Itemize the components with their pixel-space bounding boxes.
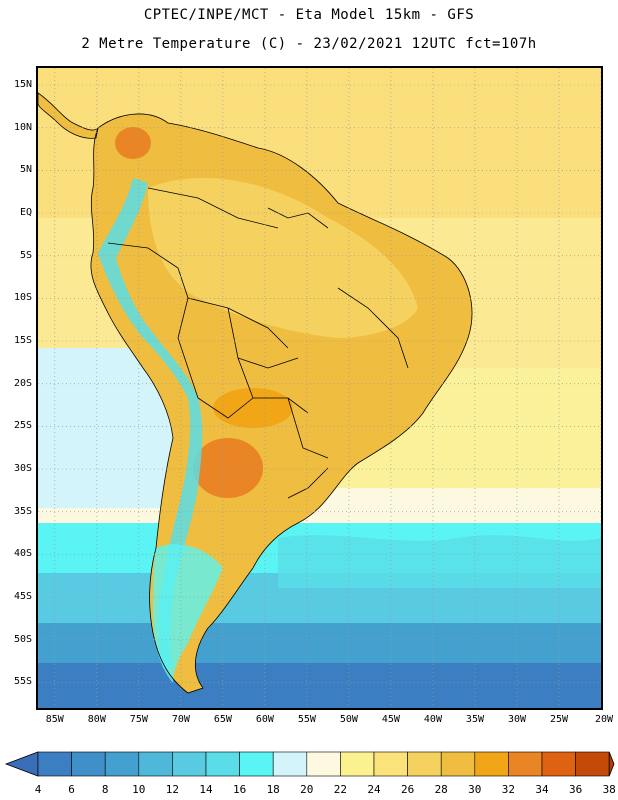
colorbar-tick-label: 4 bbox=[34, 783, 42, 796]
latitude-label: 35S bbox=[13, 505, 32, 517]
latitude-label: 10N bbox=[13, 121, 32, 133]
colorbar-tick-label: 14 bbox=[199, 783, 213, 796]
colorbar-tick-label: 36 bbox=[568, 783, 583, 796]
colorbar-tick-label: 28 bbox=[434, 783, 448, 796]
colorbar-right-arrow bbox=[608, 751, 615, 777]
colorbar-tick-label: 20 bbox=[300, 783, 314, 796]
colorbar-segment bbox=[541, 751, 576, 777]
colorbar-tick-label: 38 bbox=[602, 783, 616, 796]
longitude-label: 50W bbox=[339, 714, 358, 725]
longitude-label: 85W bbox=[45, 714, 64, 725]
latitude-label: 10S bbox=[13, 292, 32, 304]
longitude-label: 65W bbox=[213, 714, 232, 725]
map-title-line-2: 2 Metre Temperature (C) - 23/02/2021 12U… bbox=[81, 36, 537, 52]
longitude-label: 55W bbox=[297, 714, 316, 725]
colorbar-segment bbox=[104, 751, 140, 777]
colorbar-segment bbox=[575, 751, 610, 777]
colorbar-tick-label: 32 bbox=[501, 783, 516, 796]
latitude-label: 30S bbox=[13, 463, 32, 475]
longitude-label: 60W bbox=[255, 714, 274, 725]
colorbar-tick-label: 12 bbox=[165, 783, 180, 796]
latitude-label: 15S bbox=[13, 335, 32, 347]
latitude-label: 50S bbox=[13, 633, 32, 645]
map-panel bbox=[36, 66, 603, 710]
hot-spot-north bbox=[115, 127, 151, 159]
colorbar-tick-label: 30 bbox=[468, 783, 482, 796]
colorbar-tick-label: 10 bbox=[132, 783, 146, 796]
latitude-label: 20S bbox=[13, 377, 32, 389]
latitude-label: 5S bbox=[19, 249, 32, 261]
longitude-label: 45W bbox=[381, 714, 400, 725]
hot-spot-chaco bbox=[213, 388, 293, 428]
colorbar-segment bbox=[272, 751, 308, 777]
latitude-label: 5N bbox=[19, 164, 32, 176]
colorbar-segment bbox=[440, 751, 476, 777]
colorbar-segment bbox=[474, 751, 509, 777]
latitude-label: EQ bbox=[19, 207, 32, 219]
colorbar-segment bbox=[138, 751, 173, 777]
colorbar-segment bbox=[373, 751, 408, 777]
latitude-label: 15N bbox=[13, 79, 32, 91]
lat-lon-grid bbox=[38, 68, 601, 708]
pacific-cool-tongue bbox=[38, 385, 168, 508]
colorbar-segment bbox=[205, 751, 240, 777]
latitude-label: 25S bbox=[13, 420, 32, 432]
longitude-label: 80W bbox=[87, 714, 106, 725]
ocean-band-blue bbox=[38, 623, 601, 668]
latitude-label: 55S bbox=[13, 676, 32, 688]
colorbar-segment bbox=[71, 751, 106, 777]
colorbar-tick-label: 24 bbox=[367, 783, 381, 796]
amazon-interior bbox=[148, 178, 418, 338]
colorbar-tick-label: 26 bbox=[400, 783, 415, 796]
colorbar-segment bbox=[340, 751, 375, 777]
colorbar-segment bbox=[172, 751, 207, 777]
longitude-label: 75W bbox=[129, 714, 148, 725]
colorbar-tick-label: 16 bbox=[232, 783, 247, 796]
longitude-label: 25W bbox=[549, 714, 569, 725]
latitude-label: 40S bbox=[13, 548, 32, 560]
colorbar-segment bbox=[37, 751, 72, 777]
colorbar-tick-label: 22 bbox=[333, 783, 348, 796]
map-title-line-1: CPTEC/INPE/MCT - Eta Model 15km - GFS bbox=[143, 7, 475, 23]
longitude-label: 40W bbox=[423, 714, 442, 725]
colorbar-tick-label: 18 bbox=[266, 783, 280, 796]
atlantic-cool-swirl bbox=[278, 535, 601, 588]
colorbar-segment bbox=[306, 751, 341, 777]
hot-spot-argentina bbox=[193, 438, 263, 498]
patagonia-cool bbox=[153, 544, 223, 683]
longitude-label: 20W bbox=[594, 714, 614, 725]
longitude-label: 70W bbox=[171, 714, 190, 725]
longitude-label: 30W bbox=[507, 714, 526, 725]
ocean-band-deep-blue bbox=[38, 663, 601, 708]
colorbar-tick-label: 34 bbox=[535, 783, 549, 796]
colorbar-tick-label: 8 bbox=[101, 783, 109, 796]
colorbar-segment bbox=[508, 751, 543, 777]
temperature-map bbox=[38, 68, 601, 708]
colorbar-segment bbox=[407, 751, 442, 777]
longitude-label: 35W bbox=[465, 714, 484, 725]
colorbar-left-arrow bbox=[4, 751, 39, 777]
colorbar-segment bbox=[239, 751, 274, 777]
colorbar-tick-label: 6 bbox=[68, 783, 75, 796]
latitude-label: 45S bbox=[13, 591, 32, 603]
